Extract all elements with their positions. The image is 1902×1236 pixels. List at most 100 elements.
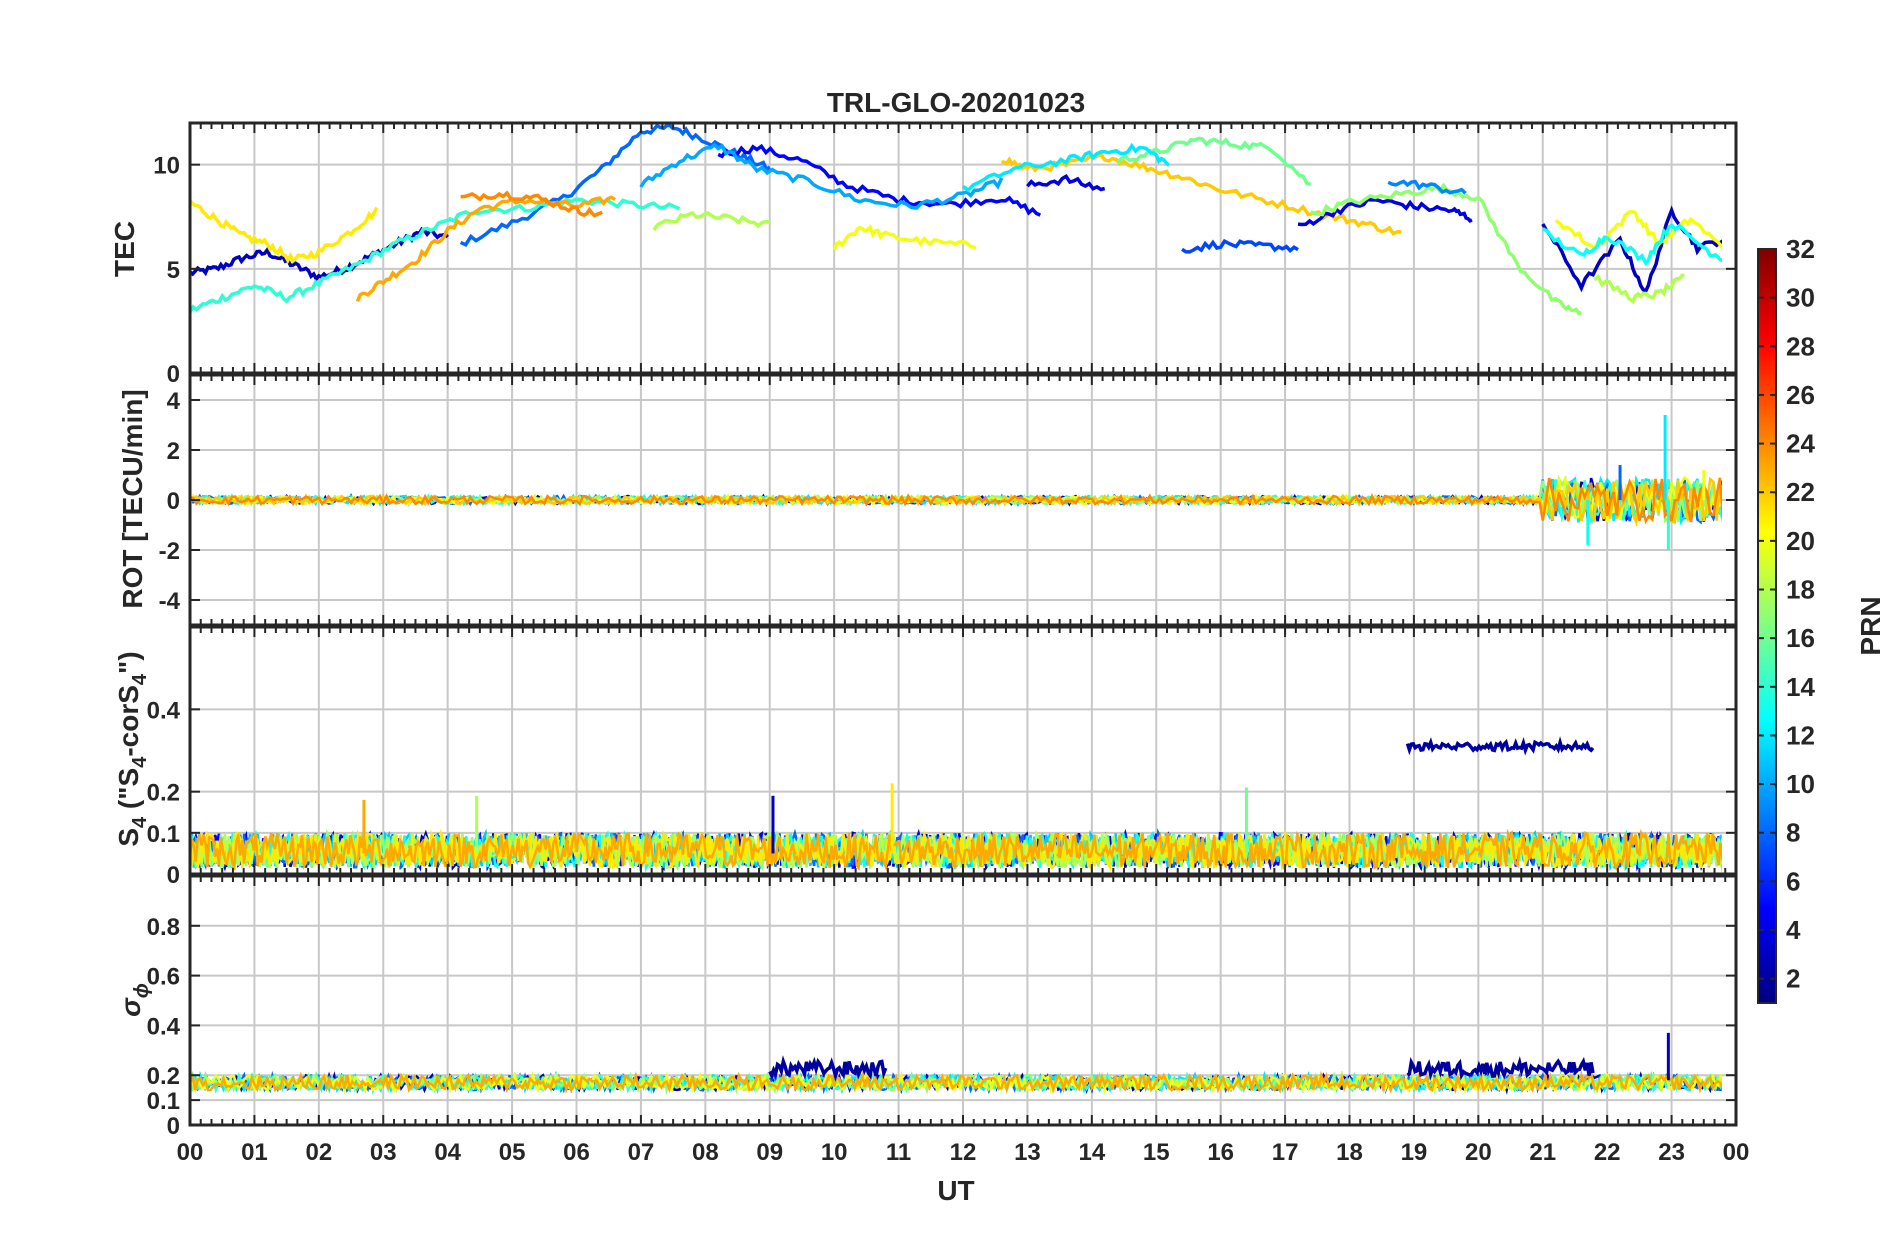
colorbar-tick-label: 20: [1786, 526, 1815, 556]
colorbar-label: PRN: [1855, 596, 1886, 655]
sigma_phi-series-group: [190, 1032, 1722, 1095]
tec-series-line: [459, 123, 771, 248]
s4-y-label-sub: 4: [129, 816, 151, 828]
sigma-phi-y-label-sigma: σ: [115, 997, 146, 1017]
x-axis-label: UT: [937, 1175, 974, 1206]
rot-series-line: [190, 477, 1722, 525]
x-tick-label: 20: [1465, 1139, 1492, 1166]
sigma-phi-y-label: σϕ: [115, 983, 153, 1017]
tec-series-line: [1181, 238, 1299, 254]
rot-y-label: ROT [TECU/min]: [117, 389, 148, 608]
tec-series-line: [1026, 173, 1106, 192]
sigma-phi-series-line: [190, 1070, 1722, 1095]
tec-series-line: [1116, 136, 1312, 187]
x-tick-label: 18: [1336, 1139, 1363, 1166]
chart-title: TRL-GLO-20201023: [827, 87, 1085, 118]
s4-y-label-rest: ("S: [113, 768, 144, 817]
rot-y-tick-label: 2: [167, 438, 180, 465]
s4-y-label-end: "): [113, 651, 144, 674]
sigma_phi-y-tick-label: 0.4: [147, 1013, 181, 1040]
x-tick-label: 00: [1723, 1139, 1750, 1166]
x-tick-label: 03: [370, 1139, 397, 1166]
colorbar-tick-label: 10: [1786, 769, 1815, 799]
rot-y-tick-label: -4: [159, 588, 181, 615]
colorbar-tick-label: 22: [1786, 477, 1815, 507]
x-tick-label: 22: [1594, 1139, 1621, 1166]
x-tick-label: 17: [1272, 1139, 1299, 1166]
x-tick-label: 05: [499, 1139, 526, 1166]
tec-series-line: [1310, 182, 1582, 316]
s4-series-line: [190, 828, 1722, 872]
colorbar-tick-label: 2: [1786, 964, 1800, 994]
s4-y-label-s: S: [113, 828, 144, 847]
tec-series-line: [355, 195, 616, 302]
x-tick-label: 12: [950, 1139, 977, 1166]
s4-y-tick-label: 0.4: [147, 697, 181, 724]
colorbar-tick-label: 6: [1786, 866, 1800, 896]
rot-y-tick-label: 4: [167, 388, 181, 415]
rot-y-tick-label: -2: [159, 538, 180, 565]
colorbar-tick-label: 8: [1786, 818, 1800, 848]
colorbar-frame: [1757, 248, 1777, 1004]
tec-series-line: [717, 143, 1041, 217]
tec-series-line: [1297, 197, 1473, 227]
colorbar-tick-label: 30: [1786, 283, 1815, 313]
s4-y-tick-label: 0.2: [147, 780, 180, 807]
colorbar-tick-label: 16: [1786, 623, 1815, 653]
s4-y-label-sub2: 4: [129, 756, 151, 768]
x-tick-label: 21: [1529, 1139, 1556, 1166]
tec-series-line: [190, 197, 681, 313]
tec-series-line: [190, 199, 379, 264]
sigma_phi-y-tick-label: 0.8: [147, 914, 180, 941]
sigma-phi-y-label-phi: ϕ: [131, 983, 153, 998]
frame-layer: [188, 121, 1738, 1127]
tec-series-group: [190, 123, 1722, 316]
tec-series-line: [832, 224, 977, 251]
x-tick-label: 14: [1078, 1139, 1105, 1166]
s4-series-group: [190, 736, 1722, 872]
sigma_phi-y-tick-label: 0.6: [147, 964, 180, 991]
tec-y-tick-label: 10: [153, 153, 180, 180]
x-tick-label: 09: [756, 1139, 783, 1166]
tec-series-line: [460, 190, 603, 218]
x-tick-label: 10: [821, 1139, 848, 1166]
x-tick-label: 04: [434, 1139, 461, 1166]
sigma_phi-y-tick-label: 0.1: [147, 1088, 180, 1115]
rot-y-tick-label: 0: [167, 488, 180, 515]
x-tick-label: 06: [563, 1139, 590, 1166]
s4-y-tick-label: 0.1: [147, 821, 180, 848]
tec-series-line: [1554, 210, 1722, 251]
colorbar-tick-label: 18: [1786, 575, 1815, 605]
x-tick-label: 02: [305, 1139, 332, 1166]
rot-series-group: [190, 415, 1722, 550]
sigma_phi-y-tick-label: 0.2: [147, 1063, 180, 1090]
colorbar-gradient: [1758, 249, 1776, 1003]
sigma_phi-y-tick-label: 0: [167, 1113, 180, 1140]
grid-layer: [190, 123, 1736, 1126]
x-tick-label: 08: [692, 1139, 719, 1166]
tec-series-line: [1387, 179, 1467, 195]
x-tick-label: 16: [1207, 1139, 1234, 1166]
tec-series-line: [1593, 273, 1685, 305]
s4-y-tick-label: 0: [167, 862, 180, 889]
tec-series-line: [961, 142, 1171, 193]
tec-series-line: [1541, 223, 1722, 267]
x-tick-label: 23: [1658, 1139, 1685, 1166]
sigma-phi-elevated-segment: [1406, 1056, 1595, 1081]
s4-series-line: [190, 828, 1722, 872]
colorbar-tick-label: 28: [1786, 331, 1815, 361]
s4-y-label-rest2: -corS: [113, 685, 144, 757]
s4-elevated-segment: [1405, 736, 1595, 756]
colorbar-tick-label: 24: [1786, 429, 1815, 459]
x-tick-label: 07: [628, 1139, 655, 1166]
colorbar-tick-label: 14: [1786, 672, 1815, 702]
colorbar-tick-label: 4: [1786, 915, 1801, 945]
x-tick-label: 11: [886, 1139, 911, 1166]
tec-series-line: [1000, 152, 1402, 236]
tec-series-line: [652, 210, 771, 231]
colorbar-tick-label: 26: [1786, 380, 1815, 410]
